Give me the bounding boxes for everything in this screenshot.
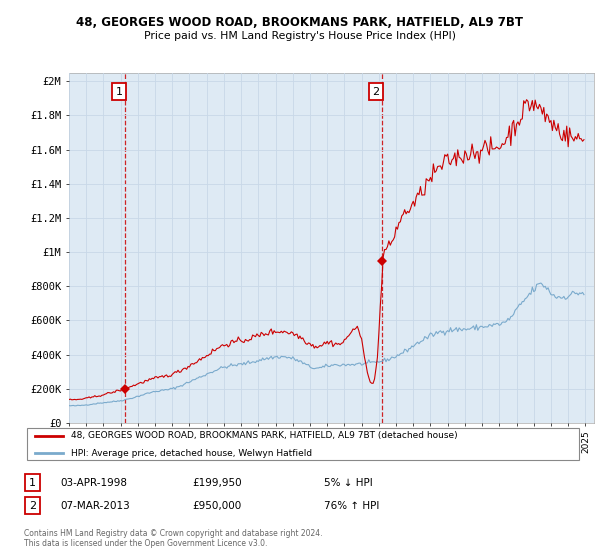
Text: 2: 2: [372, 87, 379, 96]
Text: 03-APR-1998: 03-APR-1998: [60, 478, 127, 488]
Text: 1: 1: [29, 478, 36, 488]
FancyBboxPatch shape: [25, 497, 40, 514]
Text: Price paid vs. HM Land Registry's House Price Index (HPI): Price paid vs. HM Land Registry's House …: [144, 31, 456, 41]
Text: 1: 1: [115, 87, 122, 96]
Text: £950,000: £950,000: [192, 501, 241, 511]
FancyBboxPatch shape: [25, 474, 40, 491]
Text: 2: 2: [29, 501, 36, 511]
Text: £199,950: £199,950: [192, 478, 242, 488]
Text: HPI: Average price, detached house, Welwyn Hatfield: HPI: Average price, detached house, Welw…: [71, 449, 313, 458]
FancyBboxPatch shape: [27, 428, 579, 460]
Text: Contains HM Land Registry data © Crown copyright and database right 2024.
This d: Contains HM Land Registry data © Crown c…: [24, 529, 323, 548]
Text: 76% ↑ HPI: 76% ↑ HPI: [324, 501, 379, 511]
Text: 07-MAR-2013: 07-MAR-2013: [60, 501, 130, 511]
Text: 48, GEORGES WOOD ROAD, BROOKMANS PARK, HATFIELD, AL9 7BT: 48, GEORGES WOOD ROAD, BROOKMANS PARK, H…: [77, 16, 523, 29]
Text: 5% ↓ HPI: 5% ↓ HPI: [324, 478, 373, 488]
Text: 48, GEORGES WOOD ROAD, BROOKMANS PARK, HATFIELD, AL9 7BT (detached house): 48, GEORGES WOOD ROAD, BROOKMANS PARK, H…: [71, 431, 458, 440]
